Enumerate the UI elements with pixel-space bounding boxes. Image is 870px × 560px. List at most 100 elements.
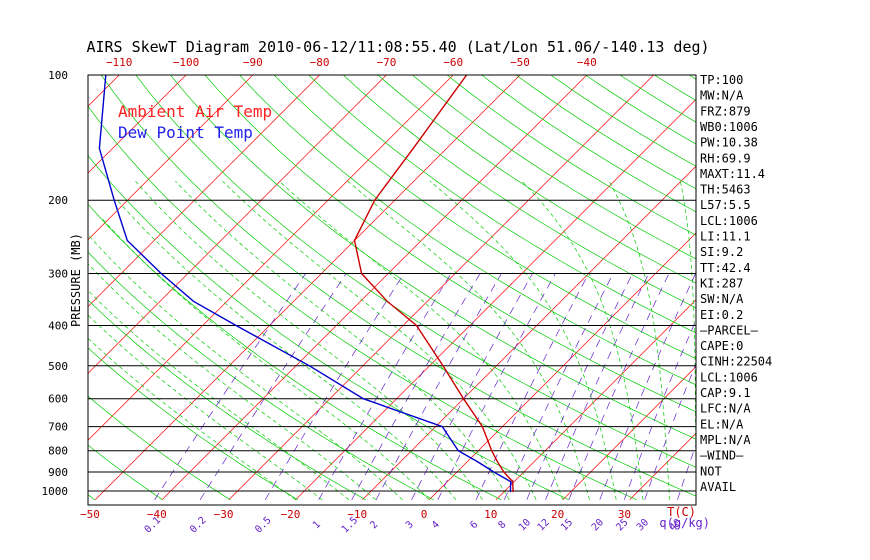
isotherm-line: [88, 75, 320, 308]
x-axis-label: T(C): [667, 505, 696, 519]
bottom-temp-tick-label: −20: [280, 508, 300, 521]
mixing-ratio-axis-label: q(g/kg): [659, 516, 710, 530]
mixing-ratio-line: [503, 273, 614, 500]
top-temp-tick-label: −70: [376, 56, 396, 69]
dry-adiabat-line: [758, 75, 870, 500]
stability-index-item: L57:5.5: [700, 198, 751, 212]
dry-adiabat-line: [343, 75, 696, 309]
isotherm-line: [763, 75, 870, 500]
mixing-ratio-line: [526, 273, 633, 500]
mixing-ratio-line: [199, 273, 347, 500]
mixing-ratio-tick-label: 20: [590, 517, 606, 533]
moist-adiabat-line: [680, 181, 696, 498]
moist-adiabat-line: [88, 337, 296, 501]
dry-adiabat-line: [88, 105, 637, 501]
mixing-ratio-tick-label: 1: [311, 519, 323, 531]
top-temperature-tick-labels: −110 −100 −90 −80 −70 −60 −50 −40: [106, 56, 597, 69]
moist-adiabat-line: [279, 180, 564, 500]
stability-index-item: WB0:1006: [700, 120, 758, 134]
bottom-temp-tick-label: 10: [484, 508, 497, 521]
mixing-ratio-tick-label: 0.5: [253, 515, 274, 536]
dry-adiabat-line: [273, 75, 696, 360]
dry-adiabat-line: [88, 395, 231, 501]
mixing-ratio-tick-label: 30: [635, 517, 651, 533]
dry-adiabat-line: [170, 75, 696, 440]
stability-index-item: EI:0.2: [700, 308, 743, 322]
stability-index-item: MPL:N/A: [700, 433, 751, 447]
moist-adiabat-line: [100, 217, 430, 501]
pressure-tick-label: 400: [48, 320, 68, 333]
skewt-grid: [0, 75, 870, 501]
isotherm-line: [228, 75, 654, 501]
dry-adiabat-line: [412, 75, 696, 260]
stability-index-item: KI:287: [700, 277, 743, 291]
dry-adiabat-line: [100, 75, 696, 497]
mixing-ratio-tick-label: 12: [536, 517, 552, 533]
mixing-ratio-lines: [154, 273, 696, 500]
moist-adiabat-line: [88, 314, 323, 501]
top-temp-tick-label: −50: [510, 56, 530, 69]
chart-title: AIRS SkewT Diagram 2010-06-12/11:08:55.4…: [86, 38, 709, 56]
stability-index-item: TT:42.4: [700, 261, 751, 275]
bottom-temp-tick-label: 30: [618, 508, 631, 521]
stability-index-item: MAXT:11.4: [700, 167, 765, 181]
isotherm-line: [830, 75, 870, 500]
dry-adiabat-line: [88, 155, 570, 501]
plot-frame: [87, 74, 697, 506]
mixing-ratio-line: [545, 273, 650, 500]
moist-adiabat-line: [88, 289, 350, 501]
mixing-ratio-line: [644, 362, 696, 500]
stability-index-item: LFC:N/A: [700, 402, 751, 416]
mixing-ratio-line: [351, 273, 481, 500]
stability-index-item: TH:5463: [700, 183, 751, 197]
dry-adiabat-line: [0, 75, 27, 500]
moist-adiabat-line: [222, 180, 537, 500]
legend-dew-point: Dew Point Temp: [118, 123, 253, 142]
isotherm-line: [88, 75, 120, 107]
stability-index-item: FRZ:879: [700, 104, 751, 118]
moist-adiabat-line: [608, 181, 671, 500]
mixing-ratio-tick-label: 2: [368, 519, 380, 531]
stability-index-item: SW:N/A: [700, 292, 744, 306]
bottom-temp-tick-label: −10: [347, 508, 367, 521]
dewpoint-profile-line: [98, 75, 512, 493]
mixing-ratio-line: [568, 273, 670, 500]
mixing-ratio-tick-label: 8: [497, 519, 509, 531]
bottom-temp-tick-label: −50: [80, 508, 100, 521]
mixing-ratio-line: [599, 273, 696, 500]
mixing-ratio-tick-label: 3: [404, 519, 416, 531]
y-axis-label: PRESSURE (MB): [69, 233, 83, 327]
pressure-tick-label: 600: [48, 393, 68, 406]
mixing-ratio-line: [623, 319, 696, 500]
stability-index-item: SI:9.2: [700, 245, 743, 259]
stability-index-item: LI:11.1: [700, 230, 751, 244]
dry-adiabat-line: [481, 75, 696, 213]
mixing-ratio-line: [318, 273, 452, 500]
mixing-ratio-tick-label: 4: [430, 519, 442, 531]
bottom-temp-tick-label: 20: [551, 508, 564, 521]
dry-adiabat-line: [377, 75, 696, 284]
moist-adiabat-line: [347, 180, 590, 500]
top-temp-tick-label: −60: [443, 56, 463, 69]
stability-index-item: EL:N/A: [700, 417, 744, 431]
isotherm-line: [362, 165, 696, 501]
stability-index-item: NOT: [700, 464, 722, 478]
pressure-tick-label: 300: [48, 268, 68, 281]
mixing-ratio-line: [411, 273, 533, 500]
pressure-tick-label: 800: [48, 445, 68, 458]
bottom-temp-tick-label: −40: [147, 508, 167, 521]
isotherm-line: [94, 75, 521, 501]
dry-adiabat-line: [308, 75, 696, 334]
pressure-tick-labels: 100 200 300 400 500 600 700 800 900 1000: [42, 69, 69, 498]
stability-index-item: LCL:1006: [700, 214, 758, 228]
pressure-tick-label: 200: [48, 194, 68, 207]
isotherm-line: [428, 232, 696, 501]
moist-adiabat-line: [88, 234, 403, 501]
sounding-profiles: [98, 75, 514, 493]
stability-index-item: CINH:22504: [700, 355, 772, 369]
moist-adiabat-line: [117, 199, 457, 501]
stability-index-item: CAP:9.1: [700, 386, 751, 400]
isotherm-line: [88, 75, 254, 241]
top-temp-tick-label: −40: [577, 56, 597, 69]
